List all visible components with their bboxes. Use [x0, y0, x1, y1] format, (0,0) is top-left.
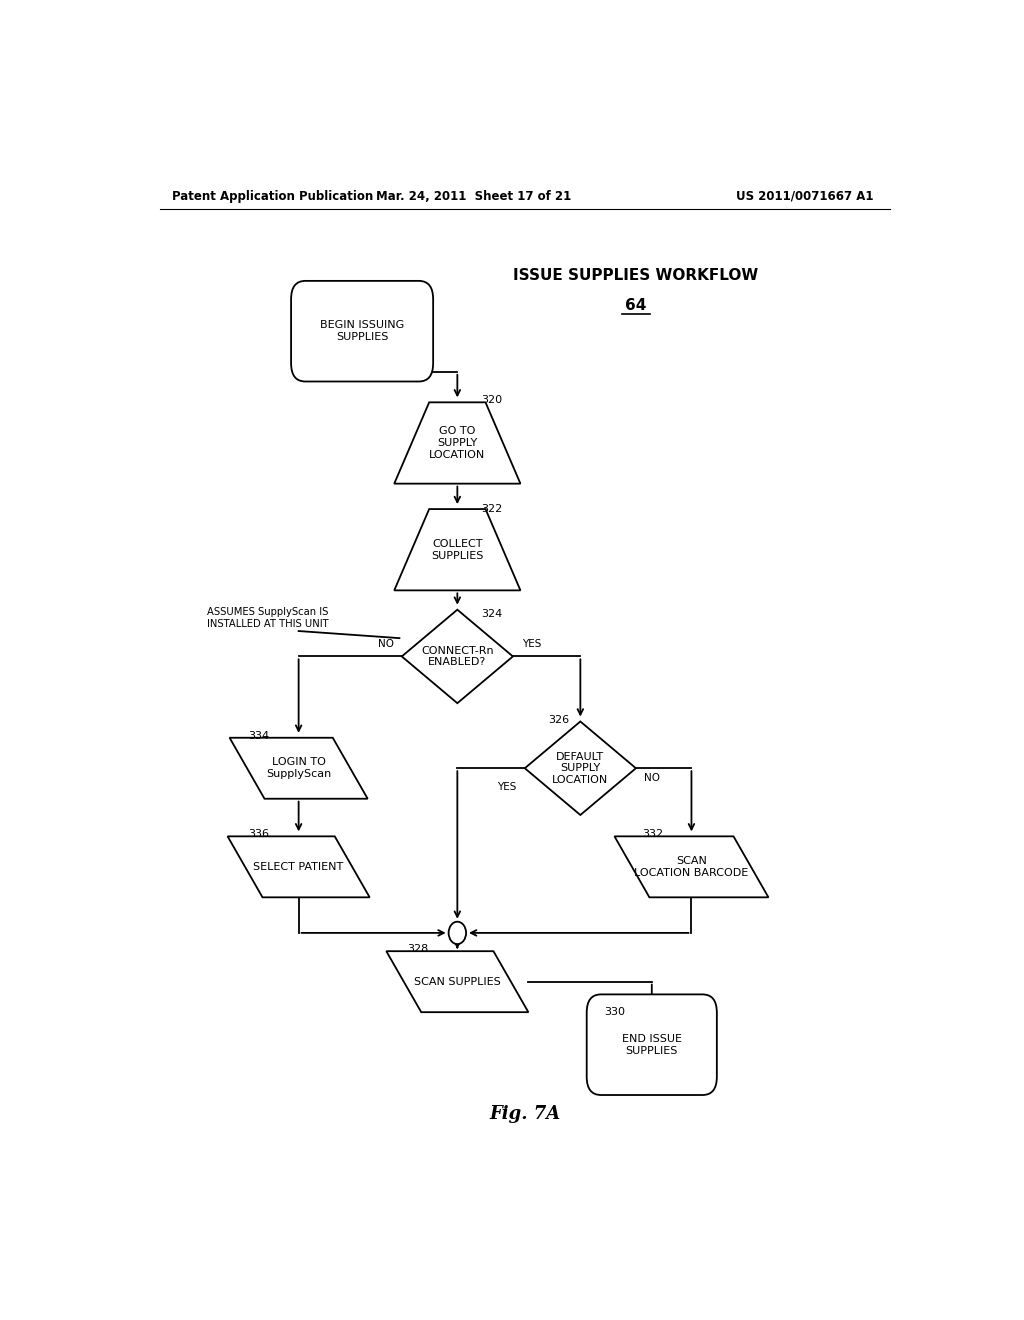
Text: 320: 320 [481, 395, 503, 405]
Polygon shape [229, 738, 368, 799]
Text: 64: 64 [626, 298, 646, 313]
Text: 328: 328 [408, 944, 429, 954]
Text: YES: YES [522, 639, 542, 649]
Text: Patent Application Publication: Patent Application Publication [172, 190, 373, 202]
Text: Fig. 7A: Fig. 7A [489, 1105, 560, 1123]
Text: 332: 332 [642, 829, 664, 840]
Text: NO: NO [644, 774, 659, 783]
Text: SELECT PATIENT: SELECT PATIENT [254, 862, 344, 871]
FancyBboxPatch shape [587, 994, 717, 1096]
Polygon shape [394, 403, 520, 483]
Text: 324: 324 [481, 609, 503, 619]
Text: SCAN
LOCATION BARCODE: SCAN LOCATION BARCODE [634, 857, 749, 878]
Text: SCAN SUPPLIES: SCAN SUPPLIES [414, 977, 501, 986]
Text: 334: 334 [249, 731, 269, 741]
Text: ASSUMES SupplyScan IS
INSTALLED AT THIS UNIT: ASSUMES SupplyScan IS INSTALLED AT THIS … [207, 607, 329, 628]
Text: YES: YES [498, 781, 517, 792]
Polygon shape [401, 610, 513, 704]
Text: ISSUE SUPPLIES WORKFLOW: ISSUE SUPPLIES WORKFLOW [513, 268, 759, 282]
Text: Mar. 24, 2011  Sheet 17 of 21: Mar. 24, 2011 Sheet 17 of 21 [376, 190, 570, 202]
Text: BEGIN ISSUING
SUPPLIES: BEGIN ISSUING SUPPLIES [319, 321, 404, 342]
Text: COLLECT
SUPPLIES: COLLECT SUPPLIES [431, 539, 483, 561]
Text: 330: 330 [604, 1007, 626, 1018]
Text: NO: NO [378, 639, 394, 649]
Polygon shape [227, 837, 370, 898]
Text: 336: 336 [249, 829, 269, 840]
Text: 322: 322 [481, 504, 503, 513]
Text: LOGIN TO
SupplyScan: LOGIN TO SupplyScan [266, 758, 331, 779]
Polygon shape [394, 510, 520, 590]
Text: US 2011/0071667 A1: US 2011/0071667 A1 [736, 190, 873, 202]
Polygon shape [524, 722, 636, 814]
Polygon shape [614, 837, 768, 898]
Circle shape [449, 921, 466, 944]
Text: CONNECT-Rn
ENABLED?: CONNECT-Rn ENABLED? [421, 645, 494, 667]
Polygon shape [386, 952, 528, 1012]
FancyBboxPatch shape [291, 281, 433, 381]
Text: GO TO
SUPPLY
LOCATION: GO TO SUPPLY LOCATION [429, 426, 485, 459]
Text: END ISSUE
SUPPLIES: END ISSUE SUPPLIES [622, 1034, 682, 1056]
Text: 326: 326 [549, 715, 569, 726]
Text: DEFAULT
SUPPLY
LOCATION: DEFAULT SUPPLY LOCATION [552, 751, 608, 785]
